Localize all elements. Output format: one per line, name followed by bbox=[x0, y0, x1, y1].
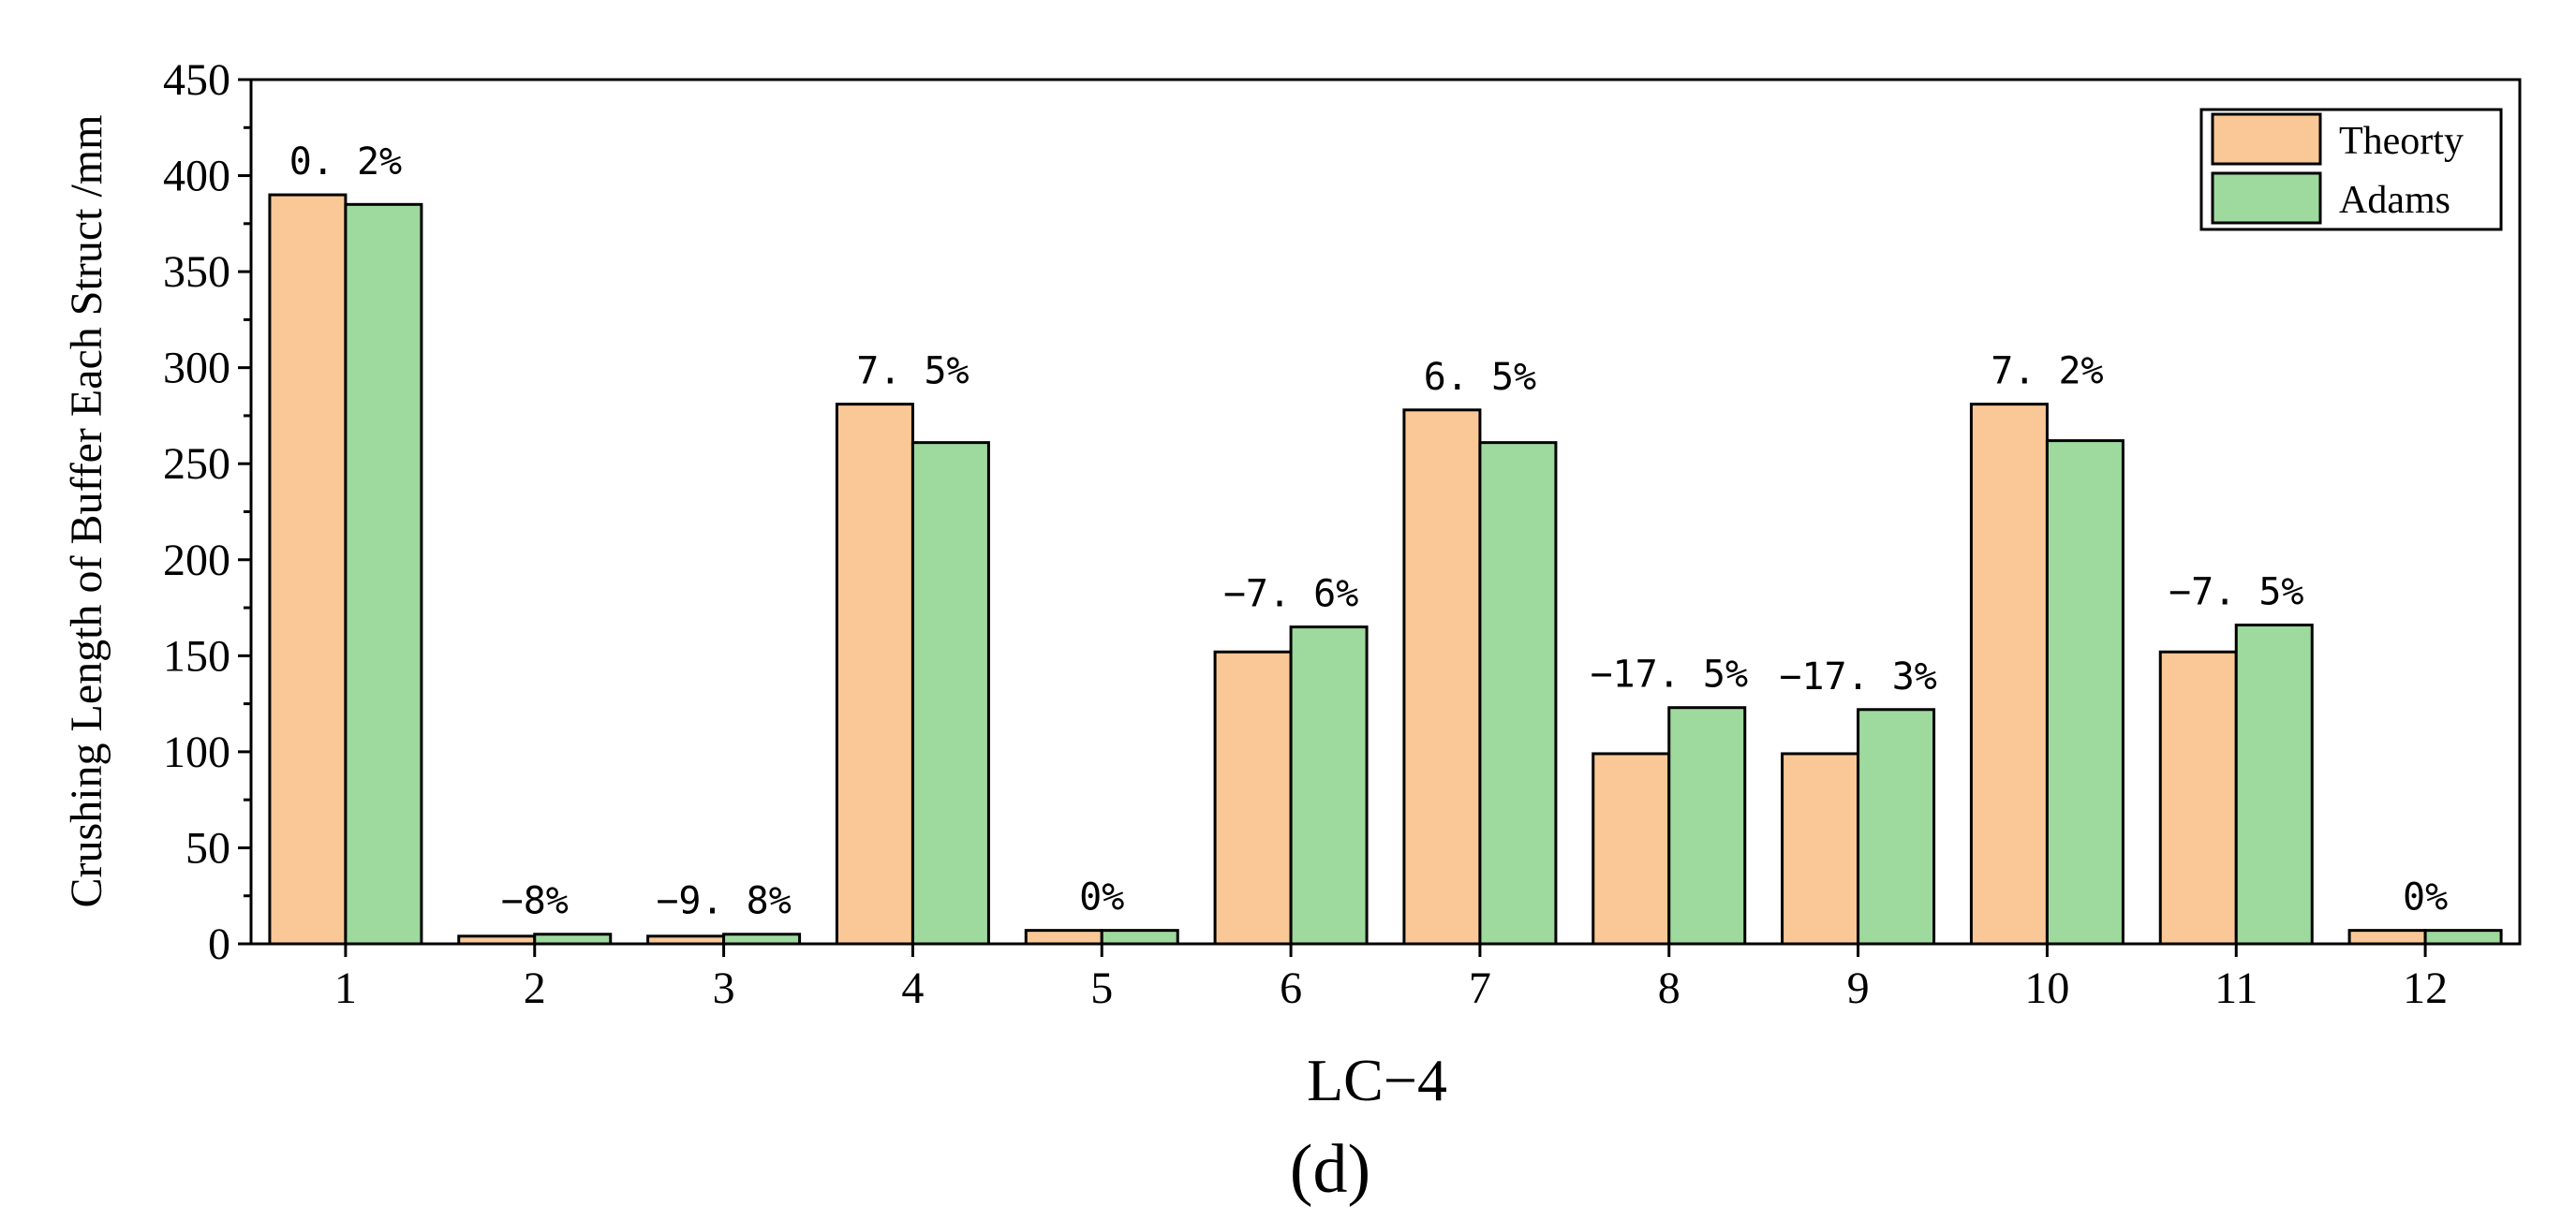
bar-annotation-5: 0% bbox=[1079, 876, 1124, 919]
bar-adams-3 bbox=[722, 933, 802, 946]
bar-adams-8 bbox=[1667, 706, 1747, 946]
y-tick-label: 200 bbox=[163, 536, 230, 585]
bar-annotation-8: −17. 5% bbox=[1590, 654, 1748, 697]
y-tick-label: 300 bbox=[163, 344, 230, 393]
y-tick-label: 100 bbox=[163, 728, 230, 777]
bar-adams-9 bbox=[1857, 708, 1936, 946]
y-tick-label: 0 bbox=[208, 919, 230, 969]
bar-annotation-3: −9. 8% bbox=[656, 880, 792, 923]
bar-theorty-8 bbox=[1591, 752, 1671, 946]
x-tick-label: 10 bbox=[2024, 964, 2069, 1013]
ticks-layer: 1 2 3 4 5 6 7 8 9 10 11 120501001502002503003504004… bbox=[163, 55, 2448, 1013]
bar-annotation-10: 7. 2% bbox=[1991, 350, 2103, 393]
x-tick-label: 1 bbox=[334, 964, 357, 1013]
bar-adams-11 bbox=[2234, 624, 2314, 946]
x-tick-label: 6 bbox=[1280, 964, 1302, 1013]
bar-theorty-6 bbox=[1213, 650, 1293, 946]
x-axis-label: LC−4 bbox=[1307, 1047, 1447, 1113]
x-tick-label: 8 bbox=[1658, 964, 1680, 1013]
x-tick-label: 2 bbox=[524, 964, 546, 1013]
bar-theorty-12 bbox=[2347, 929, 2427, 946]
panel-label: (d) bbox=[1290, 1131, 1370, 1208]
x-tick-label: 3 bbox=[713, 964, 735, 1013]
bar-theorty-5 bbox=[1024, 929, 1103, 946]
legend-label-theorty: Theorty bbox=[2339, 120, 2464, 163]
x-tick-label: 5 bbox=[1090, 964, 1113, 1013]
bar-theorty-11 bbox=[2158, 650, 2238, 946]
bar-adams-12 bbox=[2423, 929, 2503, 946]
bar-annotation-6: −7. 6% bbox=[1223, 573, 1359, 616]
bar-theorty-7 bbox=[1402, 408, 1482, 946]
bar-theorty-4 bbox=[835, 403, 914, 946]
y-tick-label: 50 bbox=[185, 823, 230, 873]
y-tick-label: 150 bbox=[163, 631, 230, 681]
x-tick-label: 9 bbox=[1847, 964, 1870, 1013]
bar-adams-1 bbox=[344, 202, 423, 946]
bar-adams-4 bbox=[910, 441, 990, 946]
legend-swatch-adams bbox=[2211, 171, 2322, 225]
bar-annotation-1: 0. 2% bbox=[289, 140, 402, 184]
bar-adams-10 bbox=[2045, 439, 2124, 946]
bar-annotation-7: 6. 5% bbox=[1424, 356, 1536, 399]
y-tick-label: 250 bbox=[163, 439, 230, 489]
bar-annotation-11: −7. 5% bbox=[2169, 571, 2304, 614]
x-tick-label: 11 bbox=[2214, 964, 2258, 1013]
bar-annotation-12: 0% bbox=[2403, 876, 2448, 919]
bar-adams-2 bbox=[533, 933, 613, 946]
y-tick-label: 400 bbox=[163, 152, 230, 201]
y-tick-label: 350 bbox=[163, 247, 230, 297]
bars-layer bbox=[268, 193, 2503, 946]
bar-theorty-1 bbox=[268, 193, 348, 946]
x-tick-label: 7 bbox=[1469, 964, 1491, 1013]
bar-adams-5 bbox=[1100, 929, 1179, 946]
bar-theorty-9 bbox=[1781, 752, 1860, 946]
y-tick-label: 450 bbox=[163, 55, 230, 105]
bar-theorty-10 bbox=[1969, 403, 2049, 946]
y-axis-label: Crushing Length of Buffer Each Struct /m… bbox=[62, 115, 111, 908]
legend-swatch-theorty bbox=[2211, 112, 2322, 166]
bar-adams-7 bbox=[1478, 441, 1558, 946]
legend-label-adams: Adams bbox=[2339, 179, 2450, 222]
x-tick-label: 12 bbox=[2403, 964, 2448, 1013]
legend: Theorty Adams bbox=[2199, 108, 2503, 231]
bar-annotation-2: −8% bbox=[501, 880, 569, 923]
annotations-layer: 0. 2%−8% −9. 8%7. 5%0%−7. 6%6. 5%−17. 5% −… bbox=[289, 140, 2448, 923]
bar-annotation-9: −17. 3% bbox=[1779, 655, 1937, 699]
x-tick-label: 4 bbox=[901, 964, 924, 1013]
bar-annotation-4: 7. 5% bbox=[856, 350, 969, 393]
bar-adams-6 bbox=[1289, 625, 1369, 946]
